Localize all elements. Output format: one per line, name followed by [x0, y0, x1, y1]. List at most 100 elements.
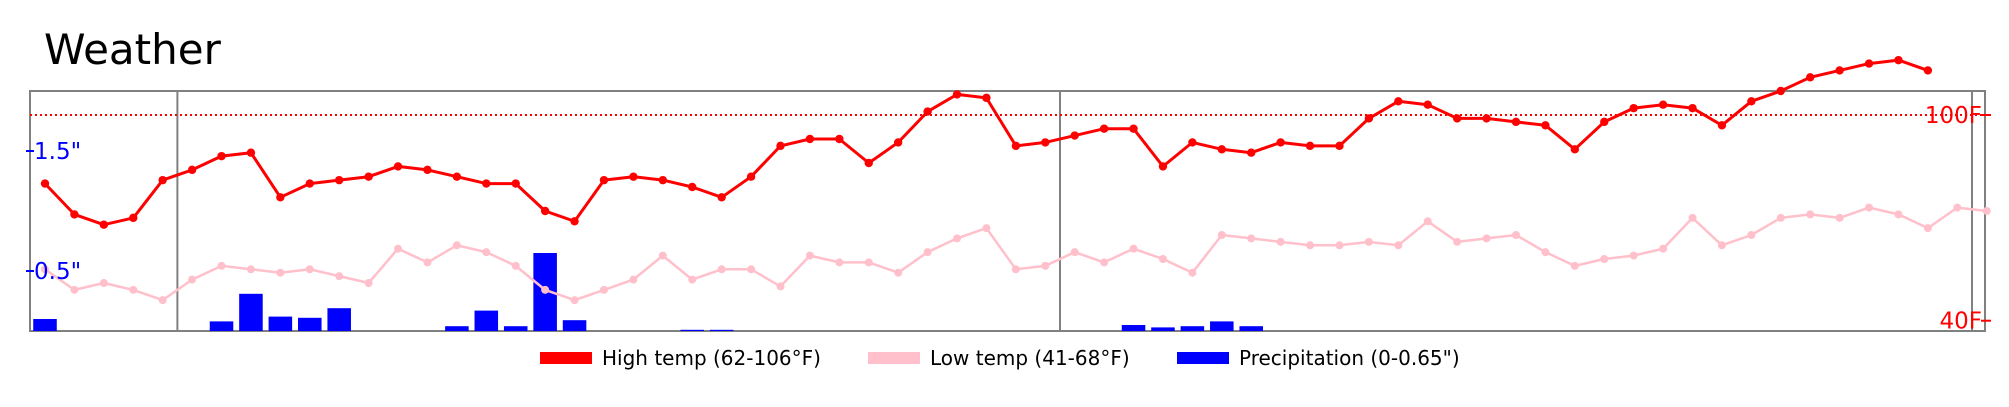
- low-temp-point-40: [1217, 231, 1226, 239]
- high-temp-point-57: [1717, 121, 1727, 130]
- low-temp-point-42: [1276, 237, 1285, 246]
- legend-label-0: High temp (62-106°F): [602, 346, 821, 370]
- low-temp-point-17: [541, 285, 550, 294]
- low-temp-point-20: [629, 275, 638, 284]
- low-temp-point-41: [1247, 234, 1256, 243]
- low-temp-point-43: [1306, 241, 1315, 250]
- low-temp-point-28: [864, 258, 873, 267]
- low-temp-point-57: [1717, 241, 1726, 250]
- precip-bar-40: [1210, 321, 1234, 331]
- precip-bar-9: [298, 317, 322, 331]
- low-temp-series: [41, 203, 1991, 305]
- low-temp-point-9: [305, 265, 314, 274]
- low-temp-point-14: [452, 241, 461, 250]
- low-temp-point-59: [1776, 213, 1785, 222]
- high-temp-series: [40, 55, 1933, 229]
- precip-bar-16: [503, 326, 528, 331]
- high-temp-point-10: [335, 175, 344, 185]
- low-temp-point-46: [1394, 241, 1403, 250]
- low-temp-point-5: [188, 275, 197, 284]
- legend-label-2: Precipitation (0-0.65"): [1239, 346, 1460, 370]
- low-temp-point-26: [805, 251, 814, 260]
- high-temp-point-30: [923, 107, 932, 116]
- low-temp-point-48: [1453, 237, 1462, 246]
- low-temp-point-50: [1512, 231, 1520, 239]
- precip-axis-label-0: 1.5": [34, 139, 81, 165]
- precip-bar-37: [1121, 325, 1146, 331]
- low-temp-point-3: [129, 285, 138, 294]
- high-temp-point-11: [364, 172, 373, 181]
- low-temp-point-11: [364, 279, 373, 287]
- low-temp-point-44: [1335, 241, 1344, 250]
- high-temp-point-60: [1806, 73, 1815, 82]
- high-temp-point-56: [1688, 103, 1697, 113]
- high-temp-point-63: [1894, 55, 1903, 65]
- low-temp-point-55: [1659, 244, 1668, 253]
- high-temp-point-5: [187, 165, 197, 175]
- legend-swatch-2: [1177, 352, 1229, 364]
- high-temp-point-46: [1394, 97, 1403, 106]
- high-temp-point-45: [1364, 114, 1374, 123]
- high-temp-point-55: [1658, 100, 1668, 109]
- low-temp-point-39: [1188, 268, 1197, 277]
- low-temp-point-31: [953, 234, 962, 243]
- low-temp-point-47: [1423, 217, 1432, 226]
- high-temp-point-7: [246, 148, 256, 157]
- low-temp-point-66: [1982, 207, 1991, 215]
- high-temp-point-24: [746, 172, 756, 181]
- high-temp-point-13: [423, 165, 432, 175]
- precip-axis-label-1: 0.5": [34, 259, 81, 285]
- low-temp-point-4: [158, 296, 167, 305]
- high-temp-point-3: [129, 213, 138, 223]
- precip-bar-14: [445, 326, 469, 331]
- precip-bar-22: [680, 329, 705, 331]
- chart-title: Weather: [44, 25, 222, 74]
- high-temp-point-62: [1864, 59, 1874, 68]
- high-temp-point-51: [1541, 121, 1550, 130]
- precip-bar-18: [562, 320, 587, 331]
- low-temp-point-56: [1688, 213, 1697, 222]
- plot-frame: [29, 90, 1986, 332]
- high-temp-point-44: [1335, 141, 1344, 151]
- high-temp-point-48: [1452, 114, 1462, 123]
- legend-swatch-0: [540, 352, 592, 364]
- high-temp-point-18: [570, 217, 579, 226]
- low-temp-point-8: [276, 268, 285, 277]
- low-temp-point-22: [688, 275, 697, 284]
- high-temp-point-8: [276, 193, 285, 202]
- high-temp-point-41: [1247, 148, 1256, 157]
- high-temp-point-43: [1305, 141, 1315, 151]
- precip-bar-39: [1180, 326, 1205, 331]
- precip-bar-10: [327, 308, 351, 331]
- high-temp-point-21: [658, 175, 668, 185]
- high-temp-point-23: [717, 193, 726, 202]
- low-temp-line: [44, 206, 1987, 302]
- high-temp-point-37: [1129, 124, 1138, 133]
- precip-bar-8: [268, 316, 293, 331]
- high-temp-point-29: [893, 138, 903, 147]
- low-temp-point-16: [511, 261, 520, 270]
- low-temp-point-19: [599, 285, 608, 294]
- low-temp-point-21: [658, 251, 667, 260]
- low-temp-point-52: [1570, 261, 1579, 270]
- low-temp-point-15: [482, 248, 491, 257]
- low-temp-point-54: [1629, 251, 1638, 260]
- high-temp-point-4: [158, 175, 167, 185]
- precip-bar-23: [709, 329, 734, 331]
- low-temp-point-7: [246, 265, 255, 274]
- low-temp-point-12: [394, 244, 403, 253]
- low-temp-point-10: [335, 272, 344, 281]
- high-temp-point-64: [1923, 66, 1933, 75]
- low-temp-point-36: [1100, 258, 1109, 267]
- temp-axis-label-1: 40F: [1940, 309, 1983, 335]
- high-temp-point-59: [1776, 86, 1785, 96]
- low-temp-point-2: [99, 279, 108, 287]
- precip-bar-7: [239, 293, 263, 331]
- precip-bar-15: [474, 310, 499, 331]
- high-temp-point-50: [1511, 117, 1521, 127]
- low-temp-point-51: [1541, 248, 1550, 257]
- low-temp-point-25: [776, 282, 785, 291]
- low-temp-point-65: [1953, 203, 1962, 212]
- low-temp-point-58: [1747, 231, 1756, 239]
